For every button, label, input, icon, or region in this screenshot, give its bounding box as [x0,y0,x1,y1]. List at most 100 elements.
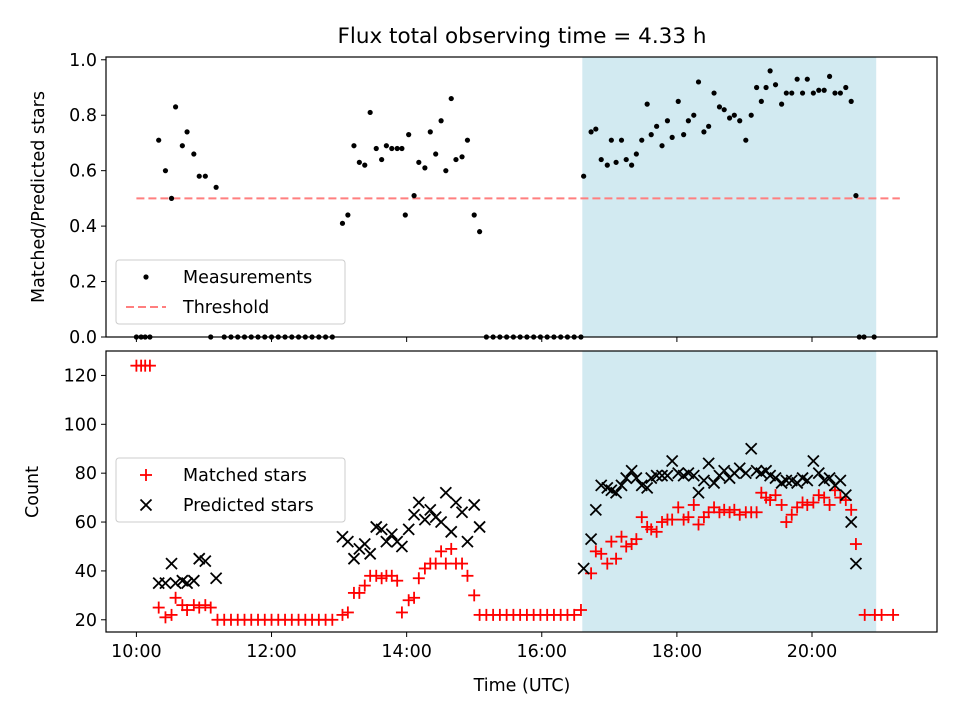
x-tick-label: 14:00 [381,642,431,662]
measurement-point [471,212,477,218]
matched-star-point [801,498,814,511]
matched-star-point [858,608,871,621]
predicted-star-point [424,503,437,516]
measurement-point [427,129,433,135]
y-tick-label: 20 [75,611,97,631]
predicted-star-point [209,572,223,585]
measurement-point [691,112,697,118]
matched-star-point [181,604,194,617]
matched-star-point [849,538,862,551]
matched-star-point [574,604,587,617]
measurement-point [629,162,635,168]
predicted-star-point [609,486,623,499]
predicted-star-point [180,576,194,590]
matched-star-point [875,608,888,621]
measurement-point [162,168,169,174]
matched-star-point [733,508,746,521]
measurement-point [821,87,827,93]
matched-star-point [601,557,614,570]
measurement-point [794,76,800,82]
measurement-point [711,90,717,96]
count-y-axis-label: Count [23,466,43,518]
matched-star-point [435,545,448,558]
measurement-point [810,90,816,96]
measurement-point [608,137,614,143]
matched-star-point [818,491,831,504]
predicted-star-point [449,496,463,509]
matched-star-point [165,608,178,621]
measurement-point [654,123,660,129]
measurement-point [196,173,202,179]
measurement-point [339,220,346,226]
y-tick-label: 0.2 [69,273,97,293]
measurement-point [767,68,773,74]
predicted-star-point [347,552,361,565]
measurement-point [202,173,208,179]
measurement-point [721,107,727,113]
matched-star-point [780,516,793,529]
matched-star-point [635,511,648,524]
y-tick-label: 1.0 [69,51,97,71]
matched-star-point [682,511,695,524]
predicted-star-point [807,454,820,468]
matched-star-point [461,569,474,582]
measurement-point [362,162,368,168]
measurement-point [826,73,833,80]
matched-star-point [718,503,731,516]
y-tick-label: 0.0 [69,328,97,348]
measurement-point [623,156,629,163]
y-tick-label: 60 [75,513,97,533]
predicted-star-point [577,562,590,575]
predicted-star-point [641,481,654,494]
measurement-point [763,84,769,91]
matched-star-point [439,557,452,570]
matched-star-point [589,545,602,558]
measurement-point [685,118,691,124]
ratio-panel: 0.0 0.2 0.4 0.6 0.8 1.0 Measurements Threshold [69,51,938,348]
predicted-star-point [666,454,679,468]
predicted-star-point [661,469,674,482]
measurement-point [184,129,190,135]
measurement-point [453,156,459,163]
predicted-star-point [615,479,628,492]
measurement-point [351,143,357,149]
x-tick-label: 18:00 [652,642,702,662]
x-tick-label: 10:00 [111,642,161,662]
legend-label: Measurements [183,268,312,288]
legend-dot-swatch [143,274,149,280]
matched-star-point [358,579,371,592]
matched-star-point [152,601,165,614]
x-tick-label: 20:00 [787,642,837,662]
measurement-point [695,79,702,85]
measurement-point [604,162,610,168]
predicted-star-point [707,476,721,490]
measurement-point [389,145,395,152]
measurement-point [406,132,412,138]
matched-star-point [193,601,206,614]
matched-star-point [812,489,825,502]
legend-label: Matched stars [183,466,307,486]
measurement-point [633,151,639,157]
axes-frame [105,350,938,633]
matched-star-point [845,503,858,516]
measurement-point [581,173,587,179]
measurement-point [748,112,754,118]
predicted-star-point [812,467,825,480]
matched-star-point [650,525,663,538]
observing-window-shade [582,57,877,337]
matched-star-point [595,547,608,560]
y-tick-label: 0.6 [69,162,97,182]
matched-star-point [750,506,763,519]
measurement-point [754,84,760,91]
measurement-point [659,143,665,149]
predicted-star-point [364,547,377,560]
matched-star-point [326,613,339,626]
measurement-point [675,98,681,104]
predicted-star-point [650,469,663,482]
predicted-star-point [169,576,182,590]
legend-label: Predicted stars [183,496,314,516]
matched-star-point [353,586,366,599]
predicted-star-point [801,474,814,487]
matched-star-point [585,567,598,580]
